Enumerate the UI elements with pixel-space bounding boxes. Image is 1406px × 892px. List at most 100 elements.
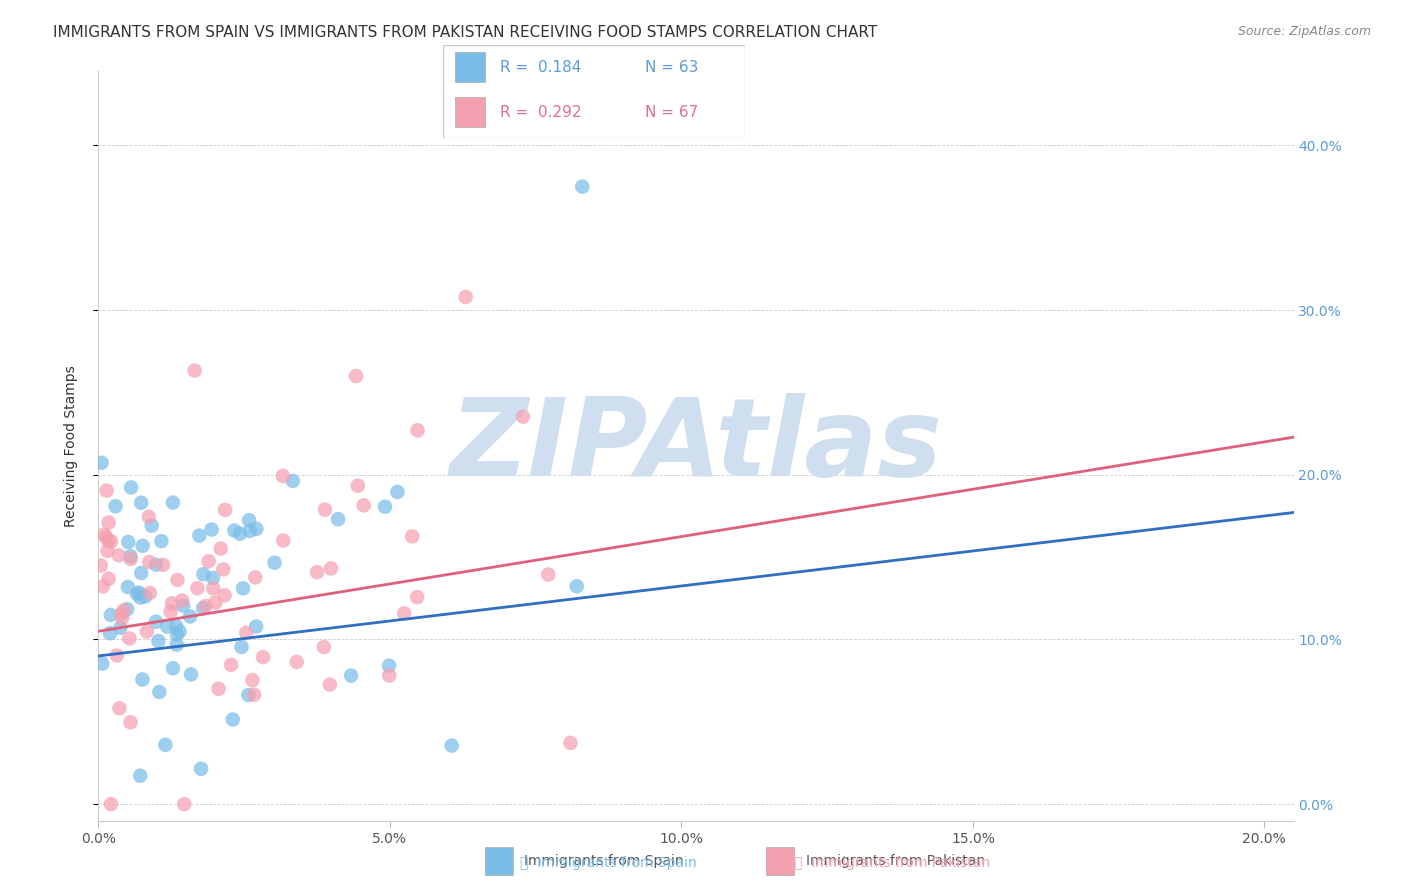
Y-axis label: Receiving Food Stamps: Receiving Food Stamps bbox=[63, 365, 77, 527]
Point bbox=[314, 502, 336, 516]
Point bbox=[117, 535, 139, 549]
Point bbox=[166, 638, 188, 652]
Point bbox=[245, 619, 267, 633]
Point bbox=[165, 619, 187, 633]
Point bbox=[378, 668, 401, 682]
Point bbox=[387, 485, 409, 500]
Point bbox=[207, 681, 229, 696]
Bar bbox=[456, 97, 485, 127]
Point bbox=[188, 528, 211, 542]
Point bbox=[263, 556, 285, 570]
Point bbox=[401, 529, 423, 543]
Point bbox=[172, 599, 194, 613]
Text: IMMIGRANTS FROM SPAIN VS IMMIGRANTS FROM PAKISTAN RECEIVING FOOD STAMPS CORRELAT: IMMIGRANTS FROM SPAIN VS IMMIGRANTS FROM… bbox=[53, 25, 877, 40]
Point bbox=[125, 587, 148, 601]
Bar bbox=[456, 52, 485, 82]
Point bbox=[117, 580, 139, 594]
Point bbox=[512, 409, 534, 424]
Point bbox=[222, 713, 245, 727]
Point bbox=[328, 512, 350, 526]
Point bbox=[173, 797, 195, 812]
Text: R =  0.292: R = 0.292 bbox=[501, 104, 582, 120]
Point bbox=[191, 601, 214, 615]
FancyBboxPatch shape bbox=[443, 45, 745, 138]
Point bbox=[406, 423, 429, 437]
Point bbox=[406, 590, 429, 604]
Point bbox=[440, 739, 463, 753]
Point bbox=[107, 549, 129, 563]
Point bbox=[145, 615, 167, 629]
Point bbox=[100, 797, 122, 812]
Point bbox=[194, 599, 217, 613]
Point bbox=[183, 363, 205, 377]
Point bbox=[344, 369, 367, 384]
Point bbox=[155, 738, 177, 752]
Point bbox=[202, 571, 225, 585]
Text: ⬜  Immigrants from Pakistan: ⬜ Immigrants from Pakistan bbox=[794, 855, 991, 870]
Point bbox=[209, 541, 232, 556]
Point bbox=[571, 179, 593, 194]
Text: Source: ZipAtlas.com: Source: ZipAtlas.com bbox=[1237, 25, 1371, 38]
Point bbox=[231, 640, 253, 654]
Point bbox=[91, 580, 114, 594]
Point bbox=[141, 518, 163, 533]
Point bbox=[229, 526, 252, 541]
Point bbox=[180, 667, 202, 681]
Text: ⬜  Immigrants from Spain: ⬜ Immigrants from Spain bbox=[520, 855, 697, 870]
Point bbox=[560, 736, 582, 750]
Point bbox=[273, 533, 295, 548]
Point bbox=[202, 582, 225, 596]
Point bbox=[232, 582, 254, 596]
Point bbox=[239, 524, 262, 538]
Text: N = 67: N = 67 bbox=[645, 104, 699, 120]
Point bbox=[454, 290, 477, 304]
Point bbox=[201, 523, 224, 537]
Point bbox=[90, 558, 112, 573]
Point bbox=[96, 483, 118, 498]
Point bbox=[159, 605, 181, 619]
Point bbox=[204, 596, 226, 610]
Point bbox=[392, 607, 415, 621]
Point bbox=[319, 678, 342, 692]
Point bbox=[112, 603, 135, 617]
Point bbox=[197, 554, 219, 568]
Point bbox=[214, 588, 236, 602]
Point bbox=[156, 619, 179, 633]
Point bbox=[94, 530, 117, 544]
Point bbox=[129, 566, 152, 580]
Point bbox=[162, 661, 184, 675]
Point bbox=[242, 673, 264, 688]
Point bbox=[110, 607, 132, 622]
Point bbox=[378, 658, 401, 673]
Point bbox=[245, 522, 267, 536]
Point bbox=[238, 513, 260, 527]
Point bbox=[105, 648, 128, 663]
Point bbox=[128, 585, 150, 599]
Point bbox=[169, 624, 191, 639]
Point bbox=[135, 624, 157, 639]
Point bbox=[186, 581, 208, 595]
Point bbox=[281, 474, 304, 488]
Point bbox=[98, 626, 121, 640]
Point bbox=[96, 544, 118, 558]
Point bbox=[353, 499, 375, 513]
Point bbox=[166, 627, 188, 641]
Point bbox=[93, 527, 115, 541]
Point bbox=[148, 685, 170, 699]
Text: Immigrants from Spain: Immigrants from Spain bbox=[524, 854, 685, 868]
Point bbox=[100, 534, 122, 549]
Text: N = 63: N = 63 bbox=[645, 60, 699, 75]
Point bbox=[97, 533, 120, 548]
Point bbox=[108, 701, 131, 715]
Point bbox=[152, 558, 174, 572]
Point bbox=[131, 539, 153, 553]
Point bbox=[235, 625, 257, 640]
Point bbox=[138, 555, 160, 569]
Point bbox=[129, 769, 152, 783]
Point bbox=[138, 509, 160, 524]
Bar bbox=[766, 847, 794, 875]
Point bbox=[224, 524, 246, 538]
Point bbox=[148, 634, 170, 648]
Point bbox=[179, 609, 201, 624]
Point bbox=[90, 456, 112, 470]
